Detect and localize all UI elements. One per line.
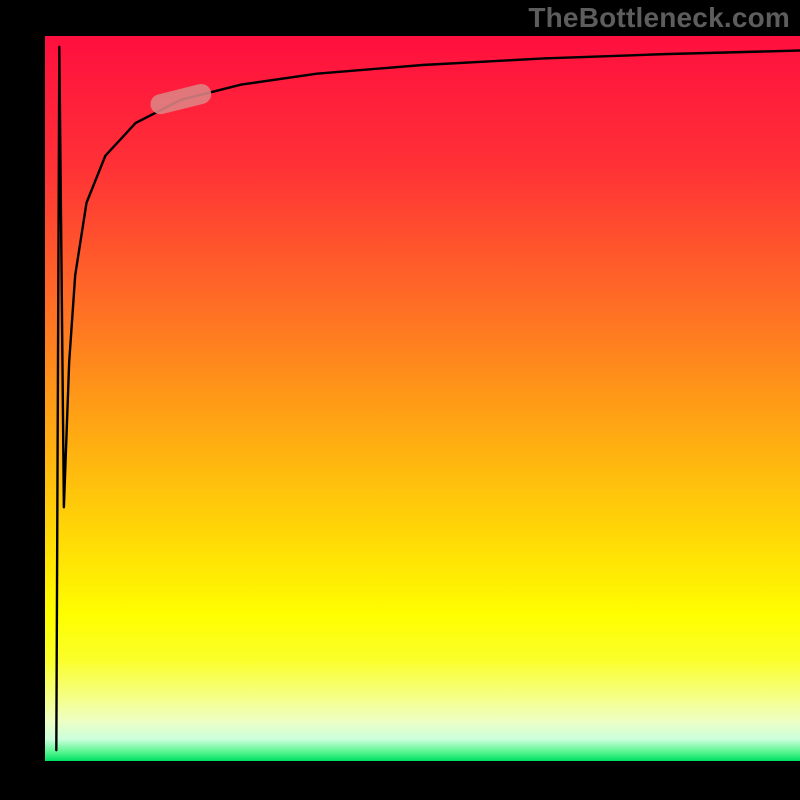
highlight-pill (148, 82, 213, 116)
plot-area (45, 36, 800, 761)
watermark-label: TheBottleneck.com (528, 2, 790, 34)
bottleneck-curve (45, 36, 800, 761)
chart-container: TheBottleneck.com (0, 0, 800, 800)
